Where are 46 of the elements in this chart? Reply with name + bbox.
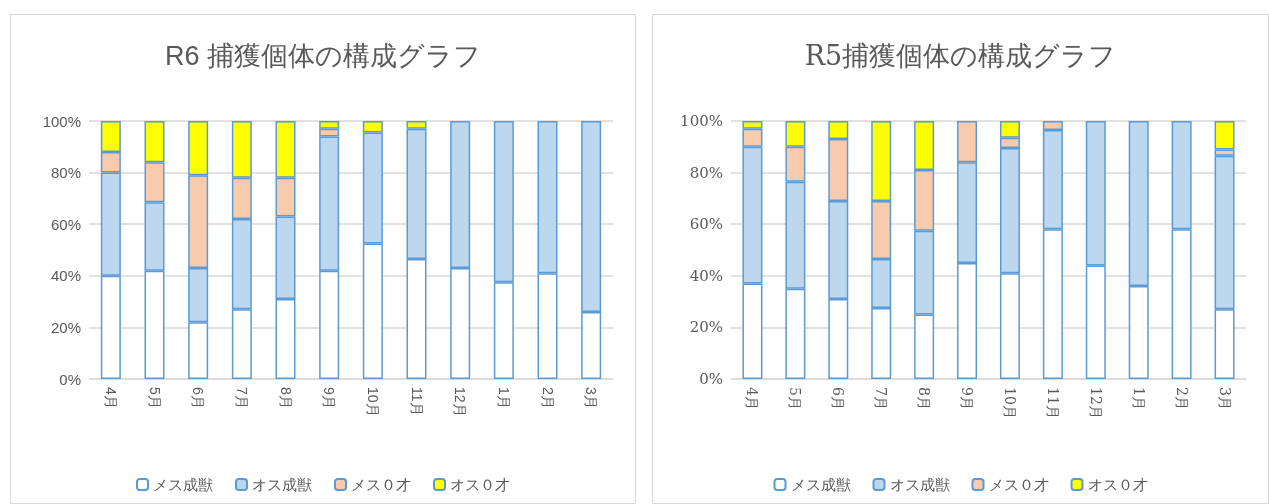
x-tick-label: 11月 [1044,387,1061,419]
x-tick-label: 6月 [190,387,207,409]
legend-label: メス０才 [351,476,411,493]
legend-label: メス成獣 [153,476,213,493]
x-tick-label: 6月 [830,387,847,410]
y-tick-label: 100% [680,112,723,130]
y-tick-label: 40% [689,266,723,285]
y-tick-label: 80% [689,163,723,182]
y-tick-label: 60% [689,215,723,234]
legend-label: オス成獣 [252,476,312,493]
y-tick-label: 60% [50,215,81,233]
x-tick-label: 5月 [787,387,804,410]
x-tick-label: 10月 [1001,387,1018,419]
y-tick-label: 40% [50,267,81,285]
x-tick-label: 7月 [873,387,890,410]
x-tick-label: 7月 [233,387,250,409]
x-tick-label: 1月 [495,387,512,409]
legend-label: メス成獣 [790,475,851,494]
y-tick-label: 0% [59,370,81,388]
legend-label: メス０才 [988,475,1049,494]
x-tick-label: 12月 [452,387,469,417]
x-tick-label: 2月 [1173,387,1190,410]
legend-label: オス成獣 [889,475,950,494]
x-tick-label: 11月 [408,387,425,416]
x-tick-label: 9月 [959,387,976,410]
x-tick-label: 10月 [364,387,381,417]
x-tick-label: 2月 [539,387,556,409]
y-tick-label: 0% [699,370,723,388]
y-tick-label: 20% [689,318,723,337]
y-tick-label: 80% [50,164,81,182]
x-tick-label: 1月 [1130,387,1147,410]
x-tick-label: 4月 [744,387,761,410]
legend-label: オス０才 [1087,475,1148,494]
x-tick-label: 12月 [1087,387,1104,419]
x-tick-label: 3月 [583,387,600,409]
x-tick-label: 4月 [102,387,119,409]
y-tick-label: 20% [50,318,81,336]
x-tick-label: 9月 [321,387,338,409]
x-tick-label: 5月 [146,387,163,409]
x-tick-label: 8月 [916,387,933,410]
chart-title: R5捕獲個体の構成グラフ [804,40,1117,71]
x-tick-label: 8月 [277,387,294,409]
chart-title: R6 捕獲個体の構成グラフ [164,40,482,71]
x-tick-label: 3月 [1216,387,1233,410]
legend-label: オス０才 [450,476,510,493]
y-tick-label: 100% [42,112,81,130]
